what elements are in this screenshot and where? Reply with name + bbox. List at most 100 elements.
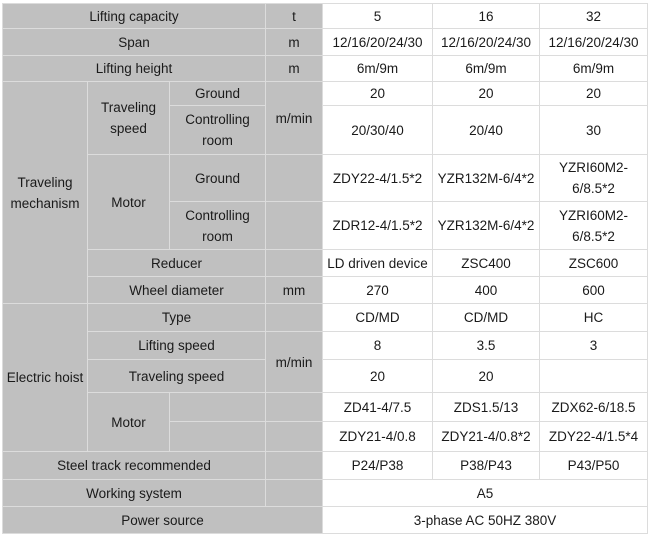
value: ZDR12-4/1.5*2 bbox=[322, 201, 433, 250]
label bbox=[169, 421, 266, 452]
value: 16 bbox=[432, 3, 540, 29]
label: Wheel diameter bbox=[87, 276, 266, 304]
value: ZD41-4/7.5 bbox=[322, 392, 433, 422]
unit: t bbox=[265, 3, 323, 29]
row-tm-speed-room: Controlling room 20/30/40 20/40 30 bbox=[3, 105, 648, 155]
row-eh-type: Electric hoist Type CD/MD CD/MD HC bbox=[2, 303, 648, 452]
label: Ground bbox=[169, 154, 266, 202]
value: ZDY22-4/1.5*4 bbox=[539, 421, 648, 452]
value: ZDY21-4/0.8*2 bbox=[432, 421, 540, 452]
unit bbox=[265, 479, 323, 507]
value: 5 bbox=[322, 3, 433, 29]
value: 6m/9m bbox=[432, 55, 540, 82]
row-wheel-diameter: Wheel diameter mm 270 400 600 bbox=[3, 276, 648, 304]
value: ZDS1.5/13 bbox=[432, 392, 540, 422]
unit bbox=[265, 392, 323, 422]
label: Controlling room bbox=[169, 105, 266, 155]
label: Lifting capacity bbox=[2, 3, 266, 29]
value bbox=[539, 359, 648, 393]
unit: m/min bbox=[265, 331, 323, 393]
unit bbox=[265, 451, 323, 480]
value: YZR132M-6/4*2 bbox=[432, 154, 540, 202]
label: Working system bbox=[2, 479, 266, 507]
value: YZR132M-6/4*2 bbox=[432, 201, 540, 250]
row-eh-motor-2: ZDY21-4/0.8 ZDY21-4/0.8*2 ZDY22-4/1.5*4 bbox=[3, 421, 648, 452]
value: 20/30/40 bbox=[322, 105, 433, 155]
value: 20 bbox=[539, 81, 648, 106]
row-lifting-capacity: Lifting capacity t 5 16 32 bbox=[2, 3, 648, 29]
value: 20 bbox=[322, 359, 433, 393]
row-eh-motor-1: Motor ZD41-4/7.5 ZDS1.5/13 ZDX62-6/18.5 bbox=[3, 392, 648, 452]
sublabel: Motor bbox=[87, 154, 170, 250]
value: 600 bbox=[539, 276, 648, 304]
value: 20 bbox=[322, 81, 433, 106]
value: 6m/9m bbox=[322, 55, 433, 82]
value: 3.5 bbox=[432, 331, 540, 360]
value: 20/40 bbox=[432, 105, 540, 155]
value: 20 bbox=[432, 359, 540, 393]
label: Steel track recommended bbox=[2, 451, 266, 480]
row-tm-motor-ground: Motor Ground ZDY22-4/1.5*2 YZR132M-6/4*2… bbox=[3, 154, 648, 250]
value: 3-phase AC 50HZ 380V bbox=[322, 506, 648, 534]
value: ZSC400 bbox=[432, 249, 540, 277]
group-label: Electric hoist bbox=[2, 303, 88, 452]
unit: m/min bbox=[265, 81, 323, 155]
label: Span bbox=[2, 28, 266, 56]
value: CD/MD bbox=[432, 303, 540, 332]
value: 400 bbox=[432, 276, 540, 304]
label: Power source bbox=[2, 506, 323, 534]
row-eh-traveling-speed: Traveling speed 20 20 bbox=[3, 359, 648, 393]
unit: m bbox=[265, 55, 323, 82]
value: 8 bbox=[322, 331, 433, 360]
label: Type bbox=[87, 303, 266, 332]
unit bbox=[265, 201, 323, 250]
label: Reducer bbox=[87, 249, 266, 277]
value: ZDY21-4/0.8 bbox=[322, 421, 433, 452]
value: LD driven device bbox=[322, 249, 433, 277]
label: Ground bbox=[169, 81, 266, 106]
label: Lifting speed bbox=[87, 331, 266, 360]
unit bbox=[265, 249, 323, 277]
value: P24/P38 bbox=[322, 451, 433, 480]
row-span: Span m 12/16/20/24/30 12/16/20/24/30 12/… bbox=[2, 28, 648, 56]
value: A5 bbox=[322, 479, 648, 507]
unit bbox=[265, 154, 323, 202]
unit: m bbox=[265, 28, 323, 56]
row-lifting-height: Lifting height m 6m/9m 6m/9m 6m/9m bbox=[2, 55, 648, 82]
value: CD/MD bbox=[322, 303, 433, 332]
value: YZRI60M2-6/8.5*2 bbox=[539, 201, 648, 250]
value: 20 bbox=[432, 81, 540, 106]
value: HC bbox=[539, 303, 648, 332]
value: ZDX62-6/18.5 bbox=[539, 392, 648, 422]
label: Traveling speed bbox=[87, 359, 266, 393]
value: P43/P50 bbox=[539, 451, 648, 480]
group-label: Traveling mechanism bbox=[2, 81, 88, 304]
row-tm-motor-room: Controlling room ZDR12-4/1.5*2 YZR132M-6… bbox=[3, 201, 648, 250]
value: 6m/9m bbox=[539, 55, 648, 82]
label: Controlling room bbox=[169, 201, 266, 250]
value: 30 bbox=[539, 105, 648, 155]
unit bbox=[265, 421, 323, 452]
row-reducer: Reducer LD driven device ZSC400 ZSC600 bbox=[3, 249, 648, 277]
unit: mm bbox=[265, 276, 323, 304]
label bbox=[169, 392, 266, 422]
value: YZRI60M2-6/8.5*2 bbox=[539, 154, 648, 202]
value: P38/P43 bbox=[432, 451, 540, 480]
crane-spec-table: Lifting capacity t 5 16 32 Span m 12/16/… bbox=[2, 3, 648, 534]
value: 12/16/20/24/30 bbox=[432, 28, 540, 56]
value: ZDY22-4/1.5*2 bbox=[322, 154, 433, 202]
unit bbox=[265, 303, 323, 332]
row-power-source: Power source 3-phase AC 50HZ 380V bbox=[2, 506, 648, 534]
value: 12/16/20/24/30 bbox=[322, 28, 433, 56]
value: 3 bbox=[539, 331, 648, 360]
sublabel: Motor bbox=[87, 392, 170, 452]
label: Lifting height bbox=[2, 55, 266, 82]
value: 12/16/20/24/30 bbox=[539, 28, 648, 56]
value: ZSC600 bbox=[539, 249, 648, 277]
row-working-system: Working system A5 bbox=[2, 479, 648, 507]
value: 270 bbox=[322, 276, 433, 304]
sublabel: Traveling speed bbox=[87, 81, 170, 155]
row-eh-lifting-speed: Lifting speed m/min 8 3.5 3 bbox=[3, 331, 648, 393]
row-tm-speed-ground: Traveling mechanism Traveling speed Grou… bbox=[2, 81, 648, 304]
value: 32 bbox=[539, 3, 648, 29]
